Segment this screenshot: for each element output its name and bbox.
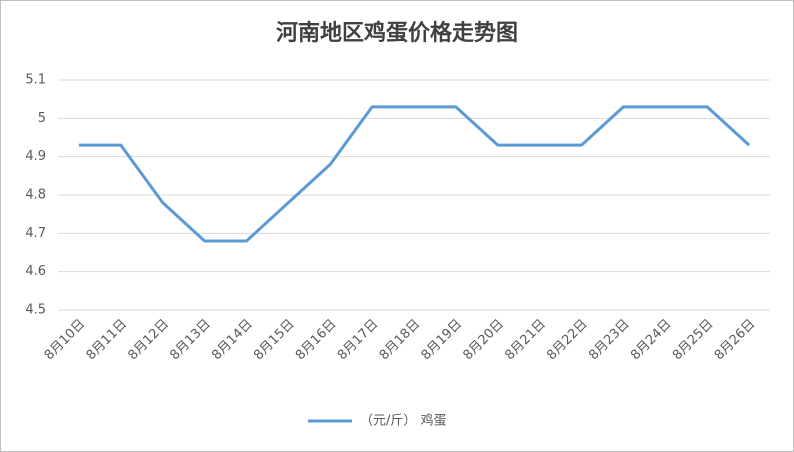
y-tick-label: 5	[38, 111, 46, 126]
y-tick-label: 4.7	[25, 226, 46, 241]
chart-title: 河南地区鸡蛋价格走势图	[276, 20, 518, 46]
y-tick-label: 4.8	[25, 188, 46, 203]
y-tick-label: 4.6	[25, 264, 46, 279]
y-tick-label: 5.1	[25, 73, 46, 88]
y-tick-label: 4.5	[25, 303, 46, 318]
legend-label: （元/斤） 鸡蛋	[360, 413, 447, 429]
line-series	[78, 105, 751, 243]
y-tick-label: 4.9	[25, 149, 46, 164]
